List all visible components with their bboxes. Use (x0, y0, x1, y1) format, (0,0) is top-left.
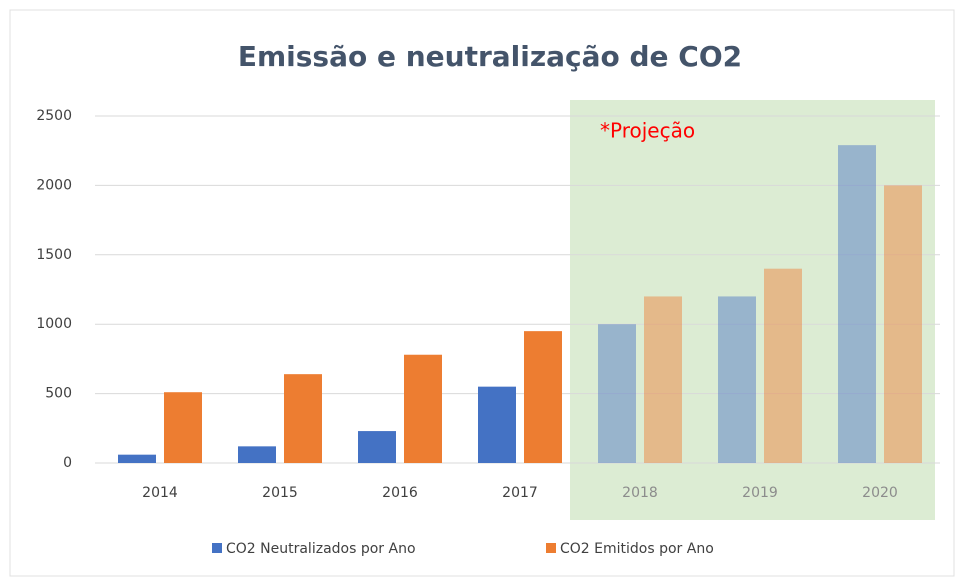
legend-swatch (546, 543, 556, 553)
bar (884, 185, 922, 463)
x-tick-label: 2017 (502, 485, 538, 501)
y-tick-label: 2000 (36, 177, 72, 193)
projection-label: *Projeção (600, 119, 695, 143)
legend-swatch (212, 543, 222, 553)
bar (118, 454, 156, 463)
x-tick-label: 2019 (742, 485, 778, 501)
bar (764, 268, 802, 463)
projection-region (570, 100, 935, 520)
bar (358, 431, 396, 463)
y-tick-label: 1500 (36, 247, 72, 263)
y-tick-label: 2500 (36, 108, 72, 124)
legend-label: CO2 Neutralizados por Ano (226, 541, 416, 557)
x-tick-label: 2018 (622, 485, 658, 501)
bar (238, 446, 276, 463)
bar (284, 374, 322, 463)
x-tick-label: 2014 (142, 485, 178, 501)
x-tick-label: 2015 (262, 485, 298, 501)
x-tick-label: 2016 (382, 485, 418, 501)
bar (598, 324, 636, 463)
bar (838, 145, 876, 463)
legend-label: CO2 Emitidos por Ano (560, 541, 714, 557)
chart-title: Emissão e neutralização de CO2 (238, 40, 742, 73)
y-tick-label: 500 (45, 386, 72, 402)
bar (478, 386, 516, 463)
y-tick-label: 0 (63, 455, 72, 471)
bar (718, 296, 756, 463)
bar (644, 296, 682, 463)
y-tick-label: 1000 (36, 316, 72, 332)
bar (164, 392, 202, 463)
x-tick-label: 2020 (862, 485, 898, 501)
bar (524, 331, 562, 463)
bar (404, 354, 442, 463)
